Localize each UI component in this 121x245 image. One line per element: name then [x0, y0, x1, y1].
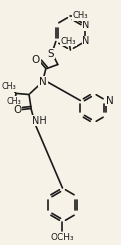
Text: N: N [39, 76, 47, 86]
Text: O: O [32, 54, 40, 64]
Text: OCH₃: OCH₃ [51, 233, 74, 242]
Text: CH₃: CH₃ [61, 37, 76, 46]
Text: N: N [82, 37, 90, 47]
Text: S: S [48, 49, 54, 59]
Text: NH: NH [32, 115, 46, 125]
Text: CH₃: CH₃ [73, 12, 88, 21]
Text: CH₃: CH₃ [7, 97, 22, 106]
Text: O: O [13, 105, 21, 114]
Text: N: N [106, 96, 114, 106]
Text: N: N [82, 21, 90, 30]
Text: CH₃: CH₃ [2, 82, 17, 91]
